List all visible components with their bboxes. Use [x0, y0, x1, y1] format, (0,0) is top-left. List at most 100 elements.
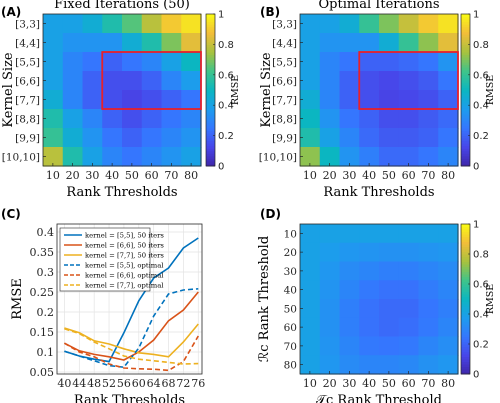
panel-b-cell: [438, 128, 459, 148]
panel-b-colorbar-segment: [461, 79, 470, 83]
panel-c-x-tick-label: 44: [72, 377, 86, 390]
panel-d-cell: [438, 280, 459, 300]
panel-a-cell: [181, 109, 202, 129]
panel-d-colorbar-segment: [461, 364, 470, 367]
panel-d-cell: [398, 355, 420, 375]
panel-b-x-tick-label: 60: [402, 169, 416, 182]
panel-d-cell: [339, 242, 360, 263]
panel-d-colorbar-segment: [461, 304, 470, 307]
panel-a-cell: [161, 14, 182, 34]
panel-b-cell: [319, 71, 341, 91]
panel-d-cell: [418, 317, 439, 338]
panel-d-cell: [438, 224, 459, 244]
panel-b-cell: [300, 109, 321, 129]
panel-d-colorbar-segment: [461, 286, 470, 290]
panel-a-cell: [43, 14, 64, 34]
panel-a-colorbar-segment: [206, 107, 215, 111]
panel-d-colorbar-segment: [461, 371, 470, 375]
panel-a-cell: [102, 128, 123, 148]
panel-d-cell: [359, 261, 380, 281]
panel-d-colorbar-segment: [461, 339, 470, 342]
panel-d-colorbar-segment: [461, 226, 470, 230]
panel-b-cell: [339, 128, 360, 148]
panel-d-cell: [319, 317, 341, 338]
panel-a-colorbar-segment: [206, 138, 215, 142]
panel-a-y-tick-label: [9,9]: [15, 133, 40, 145]
panel-b-cell: [339, 147, 360, 167]
panel-d-colorbar-segment: [461, 366, 470, 370]
panel-a-cell: [43, 147, 64, 167]
panel-b-cell: [438, 33, 459, 53]
panel-d-colorbar-segment: [461, 259, 470, 262]
panel-d-colorbar-segment: [461, 346, 470, 350]
panel-d-colorbar-segment: [461, 231, 470, 235]
panel-d-colorbar-tick-label: 0.2: [473, 340, 489, 351]
panel-a-cell: [62, 147, 84, 167]
panel-b-y-tick-label: [10,10]: [259, 152, 297, 164]
panel-b-cell: [398, 14, 420, 34]
panel-a-colorbar-segment: [206, 158, 215, 162]
panel-c-x-tick-label: 56: [117, 377, 131, 390]
panel-a-colorbar-segment: [206, 97, 215, 101]
panel-d-colorbar-segment: [461, 336, 470, 340]
panel-b-cell: [418, 52, 439, 72]
panel-a-x-tick-label: 60: [145, 169, 159, 182]
panel-a-cell: [62, 90, 84, 110]
panel-b-colorbar-segment: [461, 14, 470, 18]
panel-a-cell: [181, 128, 202, 148]
panel-b-x-axis-label: Rank Thresholds: [323, 185, 434, 200]
panel-a-colorbar-segment: [206, 145, 215, 149]
panel-d-colorbar-segment: [461, 299, 470, 302]
panel-c-x-tick-label: 72: [176, 377, 190, 390]
panel-b-cell: [379, 90, 400, 110]
panel-d-colorbar-segment: [461, 331, 470, 335]
panel-d-cell: [379, 224, 400, 244]
panel-a-y-tick-label: [7,7]: [15, 95, 40, 107]
panel-d-cell: [319, 299, 341, 319]
panel-d-colorbar-segment: [461, 261, 470, 265]
panel-a-cell: [122, 128, 143, 148]
panel-a-cell: [141, 14, 163, 34]
panel-a-colorbar-segment: [206, 67, 215, 71]
panel-a-colorbar-segment: [206, 150, 215, 154]
panel-b-colorbar-tick-label: 0.6: [473, 70, 489, 81]
panel-a-colorbar-segment: [206, 64, 215, 68]
panel-b-colorbar-segment: [461, 64, 470, 68]
panel-b-y-tick-label: [4,4]: [272, 38, 297, 50]
panel-a-cell: [82, 52, 103, 72]
panel-b-colorbar-segment: [461, 31, 470, 35]
panel-b-cell: [300, 33, 321, 53]
panel-d-cell: [339, 299, 360, 319]
panel-a-cell: [102, 90, 123, 110]
panel-d-cell: [300, 261, 321, 281]
panel-b-cell: [339, 109, 360, 129]
panel-b-cell: [339, 14, 360, 34]
panel-a-cell: [62, 71, 84, 91]
panel-a-colorbar-tick-label: 0.6: [218, 70, 234, 81]
panel-a-colorbar-segment: [206, 105, 215, 109]
panel-d-cell: [339, 336, 360, 356]
panel-a-x-tick-label: 50: [125, 169, 139, 182]
panel-a-cell: [43, 128, 64, 148]
panel-b-colorbar-segment: [461, 160, 470, 164]
panel-d-colorbar-segment: [461, 276, 470, 280]
panel-d-x-tick-label: 60: [402, 377, 416, 390]
panel-a-cell: [122, 14, 143, 34]
panel-c-series-line: [64, 237, 199, 363]
panel-d-colorbar-segment: [461, 269, 470, 272]
panel-a-cell: [141, 71, 163, 91]
panel-a-cell: [181, 90, 202, 110]
panel-a-colorbar-segment: [206, 79, 215, 83]
panel-d-colorbar-segment: [461, 329, 470, 332]
panel-b-colorbar-segment: [461, 133, 470, 137]
panel-a-colorbar-segment: [206, 24, 215, 28]
panel-a-cell: [122, 33, 143, 53]
panel-b-colorbar-tick-label: 0.4: [473, 101, 489, 112]
panel-a-cell: [181, 14, 202, 34]
panel-d-y-tick-label: 30: [284, 266, 297, 278]
panel-d-cell: [359, 355, 380, 375]
panel-a-colorbar-segment: [206, 130, 215, 134]
panel-c-legend-label: kernel = [5,5], optimal: [85, 262, 163, 270]
panel-d-cell: [438, 299, 459, 319]
panel-b-colorbar-segment: [461, 24, 470, 28]
